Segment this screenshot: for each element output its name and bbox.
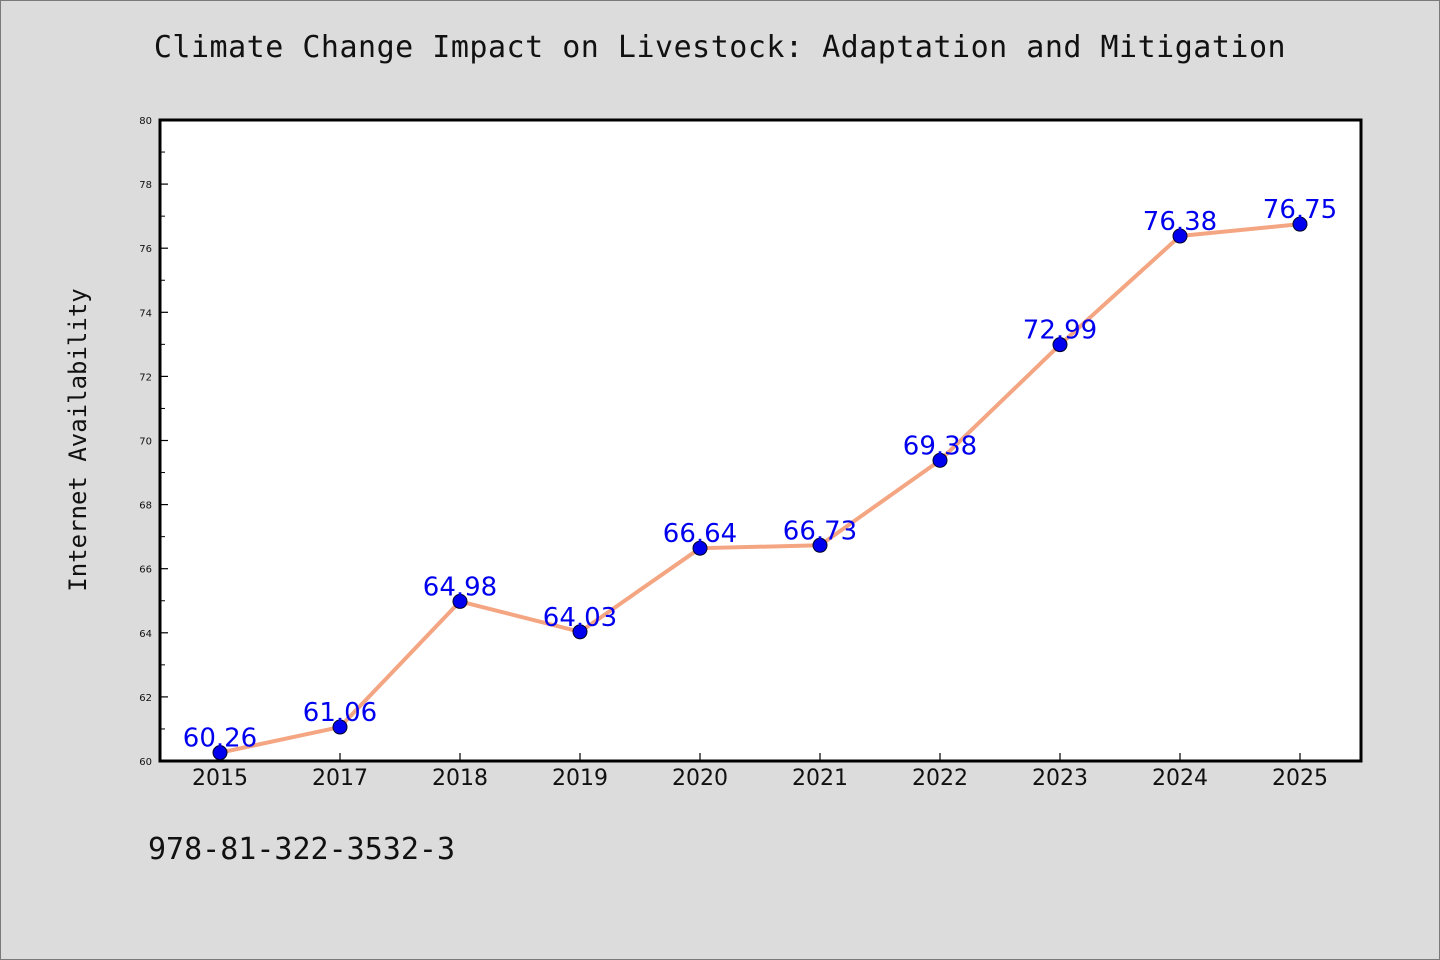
- x-tick-label: 2018: [432, 766, 488, 791]
- series-line: [219, 222, 1301, 755]
- y-tick-label: 62: [139, 693, 152, 704]
- data-point: [572, 624, 588, 640]
- x-tick-label: 2017: [312, 766, 368, 791]
- data-point: [1052, 337, 1068, 353]
- y-tick-label: 80: [139, 116, 152, 127]
- x-tick-label: 2020: [672, 766, 728, 791]
- y-tick-label: 76: [139, 244, 152, 255]
- data-label: 64.98: [423, 572, 497, 602]
- data-label: 66.73: [783, 516, 857, 546]
- x-tick-label: 2025: [1272, 766, 1328, 791]
- y-tick-label: 66: [139, 565, 152, 576]
- x-tick-label: 2023: [1032, 766, 1088, 791]
- y-tick-label: 78: [139, 180, 152, 191]
- x-tick-label: 2021: [792, 766, 848, 791]
- y-tick-label: 68: [139, 501, 152, 512]
- y-tick-label: 74: [139, 308, 152, 319]
- y-tick-label: 72: [139, 372, 152, 383]
- y-tick-label: 64: [139, 629, 152, 640]
- data-label: 66.64: [663, 519, 737, 549]
- y-axis-label: Internet Availability: [64, 288, 92, 591]
- plot-area: [158, 118, 1363, 763]
- isbn-text: 978-81-322-3532-3: [148, 832, 456, 867]
- data-point: [332, 719, 348, 735]
- data-label: 76.38: [1143, 207, 1217, 237]
- data-label: 61.06: [303, 698, 377, 728]
- x-tick-label: 2015: [192, 766, 248, 791]
- data-label: 64.03: [543, 603, 617, 633]
- x-tick-label: 2022: [912, 766, 968, 791]
- data-label: 72.99: [1023, 316, 1097, 346]
- data-point: [1292, 216, 1308, 232]
- x-tick-label: 2024: [1152, 766, 1208, 791]
- data-point: [452, 593, 468, 609]
- data-point: [692, 540, 708, 556]
- data-label: 60.26: [183, 724, 257, 754]
- data-point: [212, 745, 228, 761]
- data-point: [812, 537, 828, 553]
- chart-title: Climate Change Impact on Livestock: Adap…: [153, 30, 1287, 65]
- y-tick-label: 70: [139, 437, 152, 448]
- data-point: [1172, 228, 1188, 244]
- x-tick-label: 2019: [552, 766, 608, 791]
- data-label: 69.38: [903, 431, 977, 461]
- y-tick-label: 60: [139, 757, 152, 768]
- data-label: 76.75: [1263, 195, 1337, 225]
- data-point: [932, 452, 948, 468]
